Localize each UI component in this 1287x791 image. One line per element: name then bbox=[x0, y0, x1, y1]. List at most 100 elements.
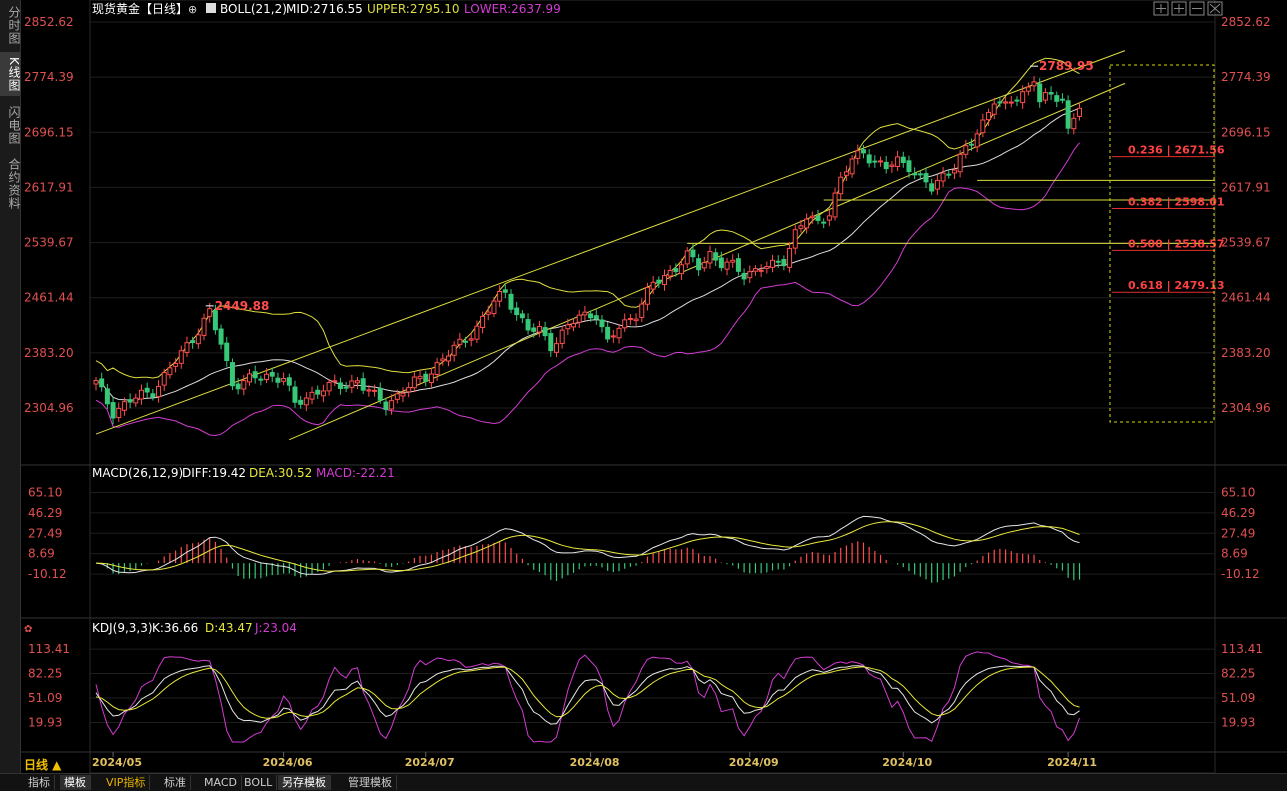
price-tick-left-4: 2539.67 bbox=[24, 236, 74, 250]
period-selector[interactable]: 日线 ▲ bbox=[24, 758, 62, 772]
candle-body bbox=[531, 327, 537, 332]
candle-body bbox=[843, 171, 849, 176]
tab-indicator[interactable]: 指标 bbox=[24, 775, 55, 790]
candle-body bbox=[315, 389, 321, 395]
candle-body bbox=[559, 329, 565, 344]
candle-body bbox=[269, 372, 275, 377]
candle-body bbox=[161, 372, 167, 386]
candle-body bbox=[565, 324, 571, 330]
instrument-title: 现货黄金【日线】 bbox=[92, 1, 188, 16]
sidebar-item-kline[interactable]: K线图 bbox=[0, 52, 21, 96]
candle-body bbox=[946, 173, 952, 176]
tab-manage-template[interactable]: 管理模板 bbox=[344, 775, 397, 790]
candle-body bbox=[229, 362, 235, 387]
kdj-d: D:43.47 bbox=[205, 621, 253, 635]
price-tick-right-5: 2461.44 bbox=[1221, 291, 1271, 305]
boll-lower: LOWER:2637.99 bbox=[464, 2, 561, 16]
candle-body bbox=[724, 261, 730, 270]
candle-body bbox=[599, 319, 605, 328]
candle-body bbox=[1025, 86, 1031, 92]
kdj-label: KDJ(9,3,3) bbox=[92, 621, 153, 635]
candle-body bbox=[514, 307, 520, 316]
price-tick-left-3: 2617.91 bbox=[24, 180, 74, 194]
candle-body bbox=[690, 249, 696, 258]
tab-vip-indicator[interactable]: VIP指标 bbox=[102, 775, 151, 790]
price-tick-right-3: 2617.91 bbox=[1221, 180, 1271, 194]
price-annotations: 2449.88 2789.95 bbox=[205, 59, 1094, 313]
candle-body bbox=[474, 325, 480, 340]
crosshair-icon[interactable] bbox=[1153, 1, 1169, 16]
candle-body bbox=[610, 335, 616, 338]
channel-line-0 bbox=[95, 50, 1126, 435]
zoom-in-icon[interactable] bbox=[1171, 1, 1187, 16]
tab-save-template[interactable]: 另存模板 bbox=[278, 775, 331, 790]
candle-body bbox=[809, 215, 815, 219]
tab-boll[interactable]: BOLL bbox=[240, 775, 278, 790]
macd-tick-right-1: 46.29 bbox=[1221, 506, 1255, 520]
candle-body bbox=[792, 229, 798, 249]
candle-body bbox=[798, 225, 804, 229]
candle-body bbox=[1077, 107, 1083, 117]
candle-body bbox=[258, 378, 264, 381]
tab-template[interactable]: 模板 bbox=[60, 775, 91, 790]
kdj-tick-right-2: 51.09 bbox=[1221, 691, 1255, 705]
candle-body bbox=[974, 133, 980, 148]
kdj-j: J:23.04 bbox=[254, 621, 297, 635]
kdj-settings-icon[interactable]: ✿ bbox=[24, 624, 32, 635]
price-tick-left-7: 2304.96 bbox=[24, 401, 74, 415]
candle-body bbox=[389, 400, 395, 410]
candle-body bbox=[207, 308, 213, 317]
candle-body bbox=[605, 326, 611, 340]
candle-body bbox=[923, 173, 929, 183]
macd-panel bbox=[95, 515, 1081, 583]
candle-body bbox=[298, 399, 304, 405]
candle-body bbox=[878, 160, 884, 163]
fib-range-box bbox=[1109, 64, 1215, 423]
candle-body bbox=[127, 399, 133, 403]
close-icon[interactable] bbox=[1207, 1, 1223, 16]
candle-body bbox=[480, 315, 486, 329]
zoom-out-icon[interactable] bbox=[1189, 1, 1205, 16]
settings-icon[interactable]: ⊕ bbox=[188, 3, 197, 16]
candle-body bbox=[463, 340, 469, 343]
tab-standard[interactable]: 标准 bbox=[160, 775, 191, 790]
macd-dea: DEA:30.52 bbox=[249, 466, 312, 480]
candle-body bbox=[519, 313, 525, 319]
candle-body bbox=[735, 258, 741, 272]
toolbar bbox=[1153, 1, 1223, 16]
candle-body bbox=[968, 143, 974, 146]
candle-body bbox=[622, 319, 628, 329]
kdj-tick-left-0: 113.41 bbox=[28, 642, 70, 656]
candle-body bbox=[1071, 117, 1077, 130]
candle-body bbox=[491, 300, 497, 315]
candle-body bbox=[440, 358, 446, 362]
candle-body bbox=[707, 251, 713, 264]
candle-body bbox=[775, 260, 781, 263]
indicator-icon[interactable] bbox=[206, 3, 216, 13]
candle-body bbox=[764, 266, 770, 269]
candle-body bbox=[951, 169, 957, 174]
chart-canvas[interactable]: 0.236 | 2671.56 0.382 | 2598.01 0.500 | 25… bbox=[0, 0, 1287, 773]
kdj-j-line bbox=[95, 651, 1080, 743]
candle-body bbox=[366, 389, 372, 392]
price-tick-left-1: 2774.39 bbox=[24, 70, 74, 84]
candle-body bbox=[747, 271, 753, 279]
candle-body bbox=[718, 257, 724, 269]
sidebar-item-flash[interactable]: 闪电图 bbox=[7, 105, 21, 145]
candle-body bbox=[178, 350, 184, 364]
price-tick-right-2: 2696.15 bbox=[1221, 125, 1271, 139]
tab-macd[interactable]: MACD bbox=[200, 775, 242, 790]
candle-body bbox=[434, 362, 440, 376]
candle-body bbox=[451, 344, 457, 356]
candle-body bbox=[286, 377, 292, 386]
candle-body bbox=[190, 340, 196, 344]
candle-body bbox=[326, 382, 332, 392]
candle-body bbox=[246, 373, 252, 383]
boll-lines bbox=[95, 57, 1080, 437]
candle-body bbox=[1008, 101, 1014, 104]
sidebar-item-contract[interactable]: 合约资料 bbox=[7, 158, 21, 210]
candle-body bbox=[673, 268, 679, 273]
sidebar-item-timeshare[interactable]: 分时图 bbox=[7, 5, 21, 45]
date-axis: 2024/05 2024/06 2024/07 2024/08 2024/09 2024/… bbox=[92, 752, 1097, 769]
candle-body bbox=[394, 393, 400, 400]
